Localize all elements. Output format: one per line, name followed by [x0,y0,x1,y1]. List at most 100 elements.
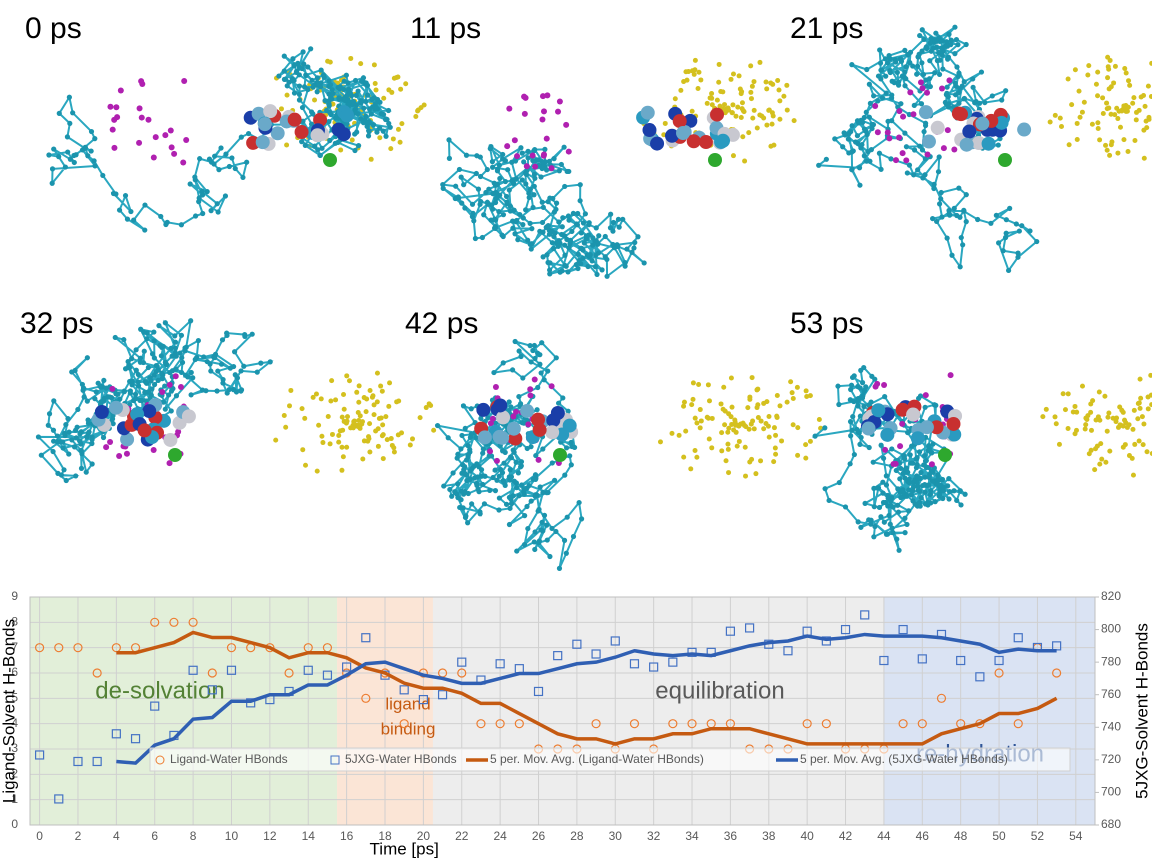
water [719,430,725,436]
water [758,458,764,464]
atom [908,492,915,498]
atom [496,209,502,215]
atom [192,174,198,180]
atom [891,80,897,86]
atom [551,233,557,240]
atom [373,105,380,111]
atom [481,212,487,218]
water [370,393,376,399]
water [718,401,724,407]
atom [906,162,913,168]
atom [188,318,194,324]
water [1047,119,1053,125]
water [1093,81,1099,87]
ligand-atom [506,421,521,436]
atom [244,159,250,165]
point [399,685,409,695]
ligand-atom [710,107,725,122]
atom [870,459,876,465]
atom [291,90,298,96]
point [226,665,237,675]
water [750,115,756,121]
atom [616,224,622,230]
atom [568,439,574,445]
atom [162,406,168,412]
atom [532,546,538,553]
atom [156,323,162,329]
water [709,415,715,421]
ligand-atom [255,135,270,150]
water [1106,86,1112,92]
atom [527,343,533,349]
water [791,118,797,124]
water [1085,413,1091,419]
water [722,422,728,428]
water [329,378,335,384]
water [313,391,319,397]
atom [151,338,157,344]
atom [573,261,579,268]
y-tick-label: 9 [11,589,18,603]
water [1052,112,1058,118]
water [725,106,731,112]
atom [151,381,158,388]
atom [1019,223,1025,229]
atom [190,375,196,381]
water [1088,409,1094,415]
water [733,113,739,119]
water [730,71,736,77]
atom [960,242,966,248]
atom [932,70,938,76]
water [356,399,362,405]
atom [934,218,940,225]
panel-label: 11 ps [410,12,481,45]
atom [508,455,514,461]
atom [567,239,573,245]
atom [459,432,465,439]
water [1089,121,1095,127]
atom [89,440,95,447]
water [716,61,722,67]
atom [955,42,961,48]
atom [581,240,587,246]
atom [899,73,906,79]
water [1126,453,1132,459]
ion [946,77,953,84]
water [1121,103,1127,109]
water [761,400,767,406]
atom [872,523,878,530]
water [781,93,787,99]
water [758,418,764,424]
atom [204,189,210,195]
water [803,455,809,461]
annotation: binding [381,719,436,738]
atom [858,367,864,373]
x-tick-label: 38 [762,829,776,843]
atom [889,95,895,101]
atom [131,217,137,223]
atom [215,209,221,215]
water [387,380,393,386]
atom [586,220,592,226]
atom [38,452,44,458]
x-tick-label: 22 [455,829,469,843]
atom [914,63,921,69]
atom [460,403,467,409]
water [1060,391,1066,397]
point [34,750,45,760]
water [1126,78,1132,84]
atom [231,363,237,370]
atom [903,144,910,150]
atom [521,159,527,165]
atom [604,273,610,279]
atom [580,220,587,226]
water [736,438,742,444]
water [337,428,343,434]
point [994,655,1004,666]
atom [555,243,561,249]
atom [525,525,531,532]
water [395,126,401,132]
atom [470,210,476,216]
atom [530,204,536,211]
water [284,142,290,148]
